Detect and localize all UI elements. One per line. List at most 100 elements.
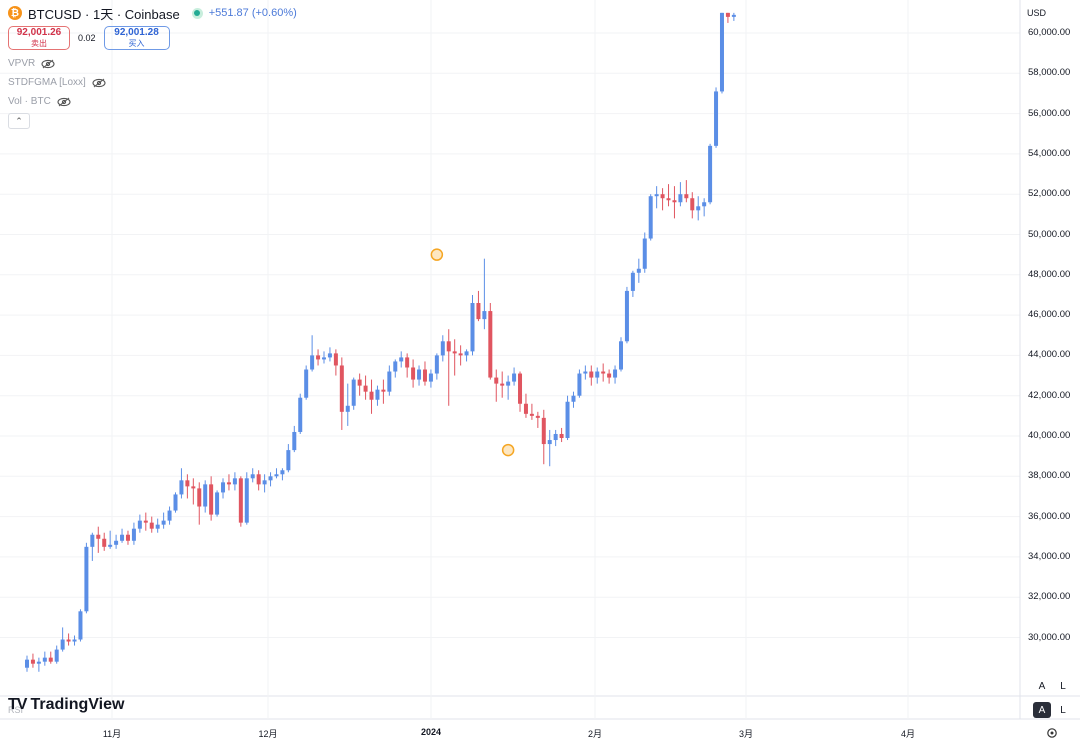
candle-body — [221, 482, 226, 493]
price-axis-label: 46,000.00 — [1028, 309, 1071, 321]
candle-body — [96, 534, 101, 539]
collapse-legend-button[interactable]: ⌃ — [8, 113, 30, 129]
candle-body — [173, 494, 178, 511]
candle-body — [399, 357, 404, 362]
candle-body — [411, 367, 416, 380]
candle-body — [559, 433, 564, 439]
candle-body — [143, 520, 148, 523]
settings-gear-button[interactable] — [1045, 726, 1059, 740]
candle-body — [452, 351, 457, 354]
candle-body — [25, 659, 29, 668]
candle-body — [72, 639, 77, 642]
auto-scale-button[interactable]: A — [1038, 680, 1046, 692]
candle-body — [102, 538, 107, 547]
candle-body — [482, 311, 487, 320]
candle-body — [48, 657, 53, 662]
indicator-volume[interactable]: Vol · BTC — [8, 92, 297, 111]
indicator-label: Vol · BTC — [8, 96, 51, 107]
candle-body — [529, 413, 534, 416]
candle-body — [333, 353, 338, 366]
candle-body — [714, 91, 719, 146]
gear-icon — [1047, 728, 1057, 738]
buy-label: 买入 — [128, 39, 145, 48]
sell-button[interactable]: 92,001.26 卖出 — [8, 26, 70, 50]
candle-body — [595, 371, 600, 378]
trade-buttons: 92,001.26 卖出 0.02 92,001.28 买入 — [8, 26, 297, 50]
candle-body — [30, 659, 35, 664]
eye-hidden-icon[interactable] — [41, 59, 55, 69]
bitcoin-icon: ₿ — [8, 6, 22, 20]
candle-body — [541, 417, 546, 445]
spread-value: 0.02 — [78, 33, 96, 43]
candle-body — [369, 391, 374, 400]
candle-body — [476, 303, 481, 320]
candle-body — [256, 474, 261, 485]
buy-price: 92,001.28 — [114, 27, 159, 38]
log-scale-pane-button[interactable]: L — [1060, 704, 1066, 716]
price-axis-label: 60,000.00 — [1028, 27, 1071, 38]
candle-body — [280, 470, 285, 475]
price-change: +551.87 (+0.60%) — [208, 7, 297, 19]
candle-body — [434, 355, 439, 374]
candle-body — [149, 522, 154, 529]
candle-body — [393, 361, 398, 372]
candle-body — [262, 480, 267, 485]
candle-body — [316, 355, 321, 360]
buy-button[interactable]: 92,001.28 买入 — [103, 26, 170, 50]
candle-body — [547, 440, 552, 445]
candle-body — [310, 355, 315, 370]
candle-body — [470, 303, 475, 352]
price-axis-label: 50,000.00 — [1028, 228, 1071, 240]
candle-body — [191, 486, 196, 489]
candle-body — [512, 373, 517, 382]
price-axis-label: 58,000.00 — [1028, 67, 1071, 79]
tradingview-logo[interactable]: TV TradingView — [8, 696, 124, 714]
price-axis-label: 34,000.00 — [1028, 550, 1071, 562]
sell-price: 92,001.26 — [16, 27, 62, 38]
candle-body — [613, 369, 618, 378]
candle-body — [535, 415, 540, 418]
candle-body — [422, 369, 427, 382]
time-axis-label: 11月 — [102, 729, 122, 739]
indicator-list: VPVR STDFGMA [Loxx] Vol · BTC ⌃ — [8, 54, 297, 129]
indicator-vpvr[interactable]: VPVR — [8, 54, 297, 73]
candle-body — [238, 478, 243, 523]
market-open-icon — [191, 7, 203, 19]
candle-body — [648, 196, 653, 239]
candle-body — [577, 373, 582, 396]
auto-scale-pane-button[interactable]: A — [1033, 702, 1051, 718]
price-axis-label: 44,000.00 — [1028, 349, 1071, 361]
time-axis-label: 2月 — [587, 729, 603, 739]
candle-body — [488, 311, 493, 378]
log-scale-button[interactable]: L — [1060, 680, 1066, 692]
price-axis-label: 30,000.00 — [1028, 631, 1071, 643]
currency-label[interactable]: USD — [1027, 8, 1047, 18]
candle-body — [624, 290, 629, 342]
candle-body — [446, 341, 451, 352]
price-axis-label: 48,000.00 — [1028, 268, 1071, 280]
candle-body — [607, 373, 612, 378]
tradingview-logo-icon: TV — [8, 696, 27, 713]
candle-body — [209, 484, 214, 515]
candle-body — [417, 369, 422, 380]
eye-hidden-icon[interactable] — [57, 97, 71, 107]
candle-body — [203, 484, 208, 507]
candle-body — [298, 397, 303, 432]
symbol-title[interactable]: BTCUSD · 1天 · Coinbase — [28, 6, 180, 22]
indicator-stdfgma[interactable]: STDFGMA [Loxx] — [8, 73, 297, 92]
candle-body — [506, 381, 511, 386]
indicator-label: STDFGMA [Loxx] — [8, 77, 86, 88]
candle-body — [215, 492, 220, 515]
candle-body — [731, 14, 736, 17]
candle-body — [387, 371, 392, 392]
time-axis-label: 12月 — [258, 729, 278, 739]
candle-body — [672, 200, 677, 203]
candle-body — [630, 272, 635, 291]
candle-body — [428, 373, 433, 382]
candle-body — [250, 474, 255, 479]
event-marker — [430, 248, 444, 261]
eye-hidden-icon[interactable] — [92, 78, 106, 88]
candle-body — [375, 389, 380, 400]
candle-body — [571, 395, 576, 402]
